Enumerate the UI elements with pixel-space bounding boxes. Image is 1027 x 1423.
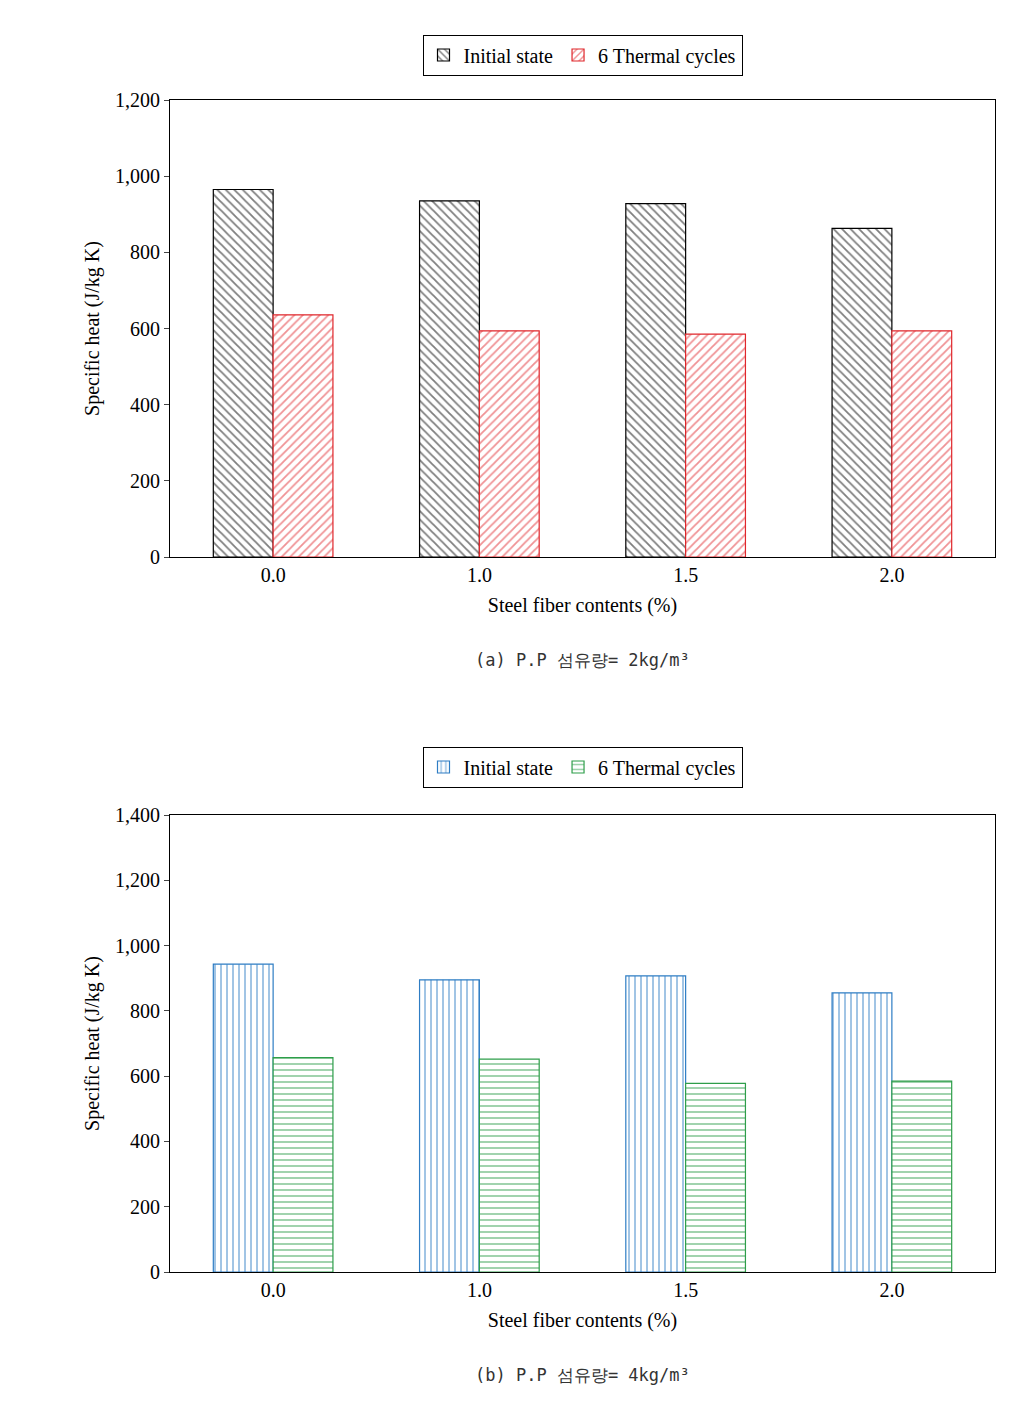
svg-text:1.0: 1.0 bbox=[467, 564, 492, 586]
svg-text:(a) P.P 섬유량= 2kg/m³: (a) P.P 섬유량= 2kg/m³ bbox=[475, 650, 690, 670]
svg-text:Specific heat (J/kg K): Specific heat (J/kg K) bbox=[81, 956, 104, 1131]
svg-text:1,400: 1,400 bbox=[115, 804, 160, 826]
svg-text:Specific heat (J/kg K): Specific heat (J/kg K) bbox=[81, 241, 104, 416]
svg-text:800: 800 bbox=[130, 1000, 160, 1022]
svg-text:Steel fiber contents (%): Steel fiber contents (%) bbox=[488, 1309, 677, 1332]
svg-text:0: 0 bbox=[150, 1261, 160, 1283]
svg-text:2.0: 2.0 bbox=[879, 1279, 904, 1301]
svg-text:1,200: 1,200 bbox=[115, 89, 160, 111]
svg-text:6 Thermal cycles: 6 Thermal cycles bbox=[598, 757, 736, 780]
svg-text:0.0: 0.0 bbox=[261, 564, 286, 586]
svg-text:0.0: 0.0 bbox=[261, 1279, 286, 1301]
svg-text:(b) P.P 섬유량= 4kg/m³: (b) P.P 섬유량= 4kg/m³ bbox=[475, 1365, 690, 1385]
svg-text:1,000: 1,000 bbox=[115, 935, 160, 957]
svg-text:400: 400 bbox=[130, 1130, 160, 1152]
svg-text:6 Thermal cycles: 6 Thermal cycles bbox=[598, 45, 736, 68]
svg-text:800: 800 bbox=[130, 241, 160, 263]
svg-text:1,000: 1,000 bbox=[115, 165, 160, 187]
svg-text:600: 600 bbox=[130, 1065, 160, 1087]
svg-text:0: 0 bbox=[150, 546, 160, 568]
svg-text:600: 600 bbox=[130, 318, 160, 340]
svg-text:1,200: 1,200 bbox=[115, 869, 160, 891]
svg-text:1.5: 1.5 bbox=[673, 1279, 698, 1301]
svg-text:200: 200 bbox=[130, 1196, 160, 1218]
svg-text:Initial state: Initial state bbox=[464, 45, 554, 67]
svg-text:Initial state: Initial state bbox=[464, 757, 554, 779]
svg-text:1.5: 1.5 bbox=[673, 564, 698, 586]
svg-text:400: 400 bbox=[130, 394, 160, 416]
svg-text:2.0: 2.0 bbox=[879, 564, 904, 586]
svg-text:Steel fiber contents (%): Steel fiber contents (%) bbox=[488, 594, 677, 617]
svg-text:200: 200 bbox=[130, 470, 160, 492]
svg-text:1.0: 1.0 bbox=[467, 1279, 492, 1301]
